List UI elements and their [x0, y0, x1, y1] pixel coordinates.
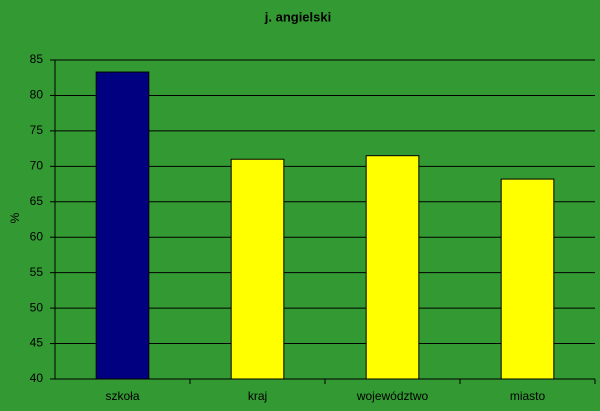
y-tick-label: 75	[30, 123, 44, 137]
y-tick-label: 55	[30, 265, 44, 279]
x-tick-label: szkoła	[105, 389, 139, 403]
y-tick-label: 85	[30, 52, 44, 66]
y-tick-label: 60	[30, 229, 44, 243]
x-tick-label: województwo	[356, 389, 429, 403]
y-tick-label: 80	[30, 88, 44, 102]
y-tick-label: 50	[30, 300, 44, 314]
y-tick-label: 40	[30, 371, 44, 385]
y-tick-label: 65	[30, 194, 44, 208]
x-tick-label: miasto	[510, 389, 546, 403]
y-axis-label: %	[8, 212, 22, 223]
bar	[500, 178, 555, 380]
chart-title: j. angielski	[264, 9, 331, 24]
x-tick-label: kraj	[248, 389, 267, 403]
y-tick-label: 70	[30, 159, 44, 173]
y-tick-label: 45	[30, 336, 44, 350]
bar	[230, 158, 285, 380]
bar	[95, 71, 150, 380]
bar	[365, 155, 420, 380]
